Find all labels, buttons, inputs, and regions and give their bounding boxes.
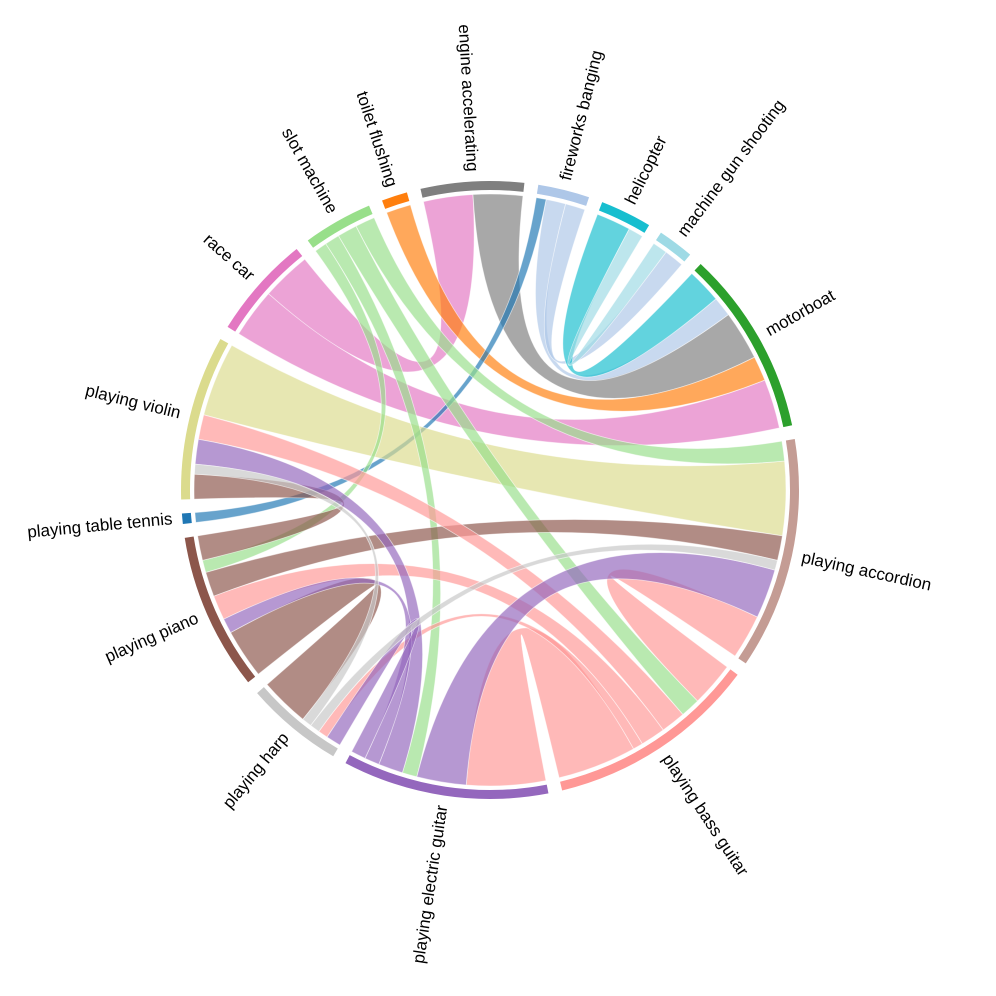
label-playing-harp: playing harp bbox=[219, 729, 293, 812]
label-slot-machine: slot machine bbox=[278, 124, 342, 216]
ribbon-playing-harp-to-playing-accordion[interactable] bbox=[310, 543, 778, 733]
arc-machine-gun-shooting[interactable] bbox=[655, 232, 691, 262]
arc-toilet-flushing[interactable] bbox=[382, 192, 410, 209]
label-machine-gun-shooting: machine gun shooting bbox=[674, 96, 789, 240]
arc-playing-violin[interactable] bbox=[181, 338, 229, 500]
label-race-car: race car bbox=[200, 230, 259, 285]
arc-slot-machine[interactable] bbox=[307, 205, 373, 248]
label-playing-bass-guitar: playing bass guitar bbox=[658, 751, 752, 880]
label-playing-accordion: playing accordion bbox=[800, 548, 933, 595]
ribbon-playing-piano-to-playing-accordion[interactable] bbox=[205, 519, 783, 597]
label-helicopter: helicopter bbox=[621, 133, 671, 208]
arc-playing-electric-guitar[interactable] bbox=[345, 755, 549, 799]
arc-fireworks-banging[interactable] bbox=[536, 184, 590, 206]
ribbon-race-car-to-engine-accelerating[interactable] bbox=[267, 194, 475, 373]
label-playing-table-tennis: playing table tennis bbox=[26, 509, 173, 541]
ribbon-playing-electric-guitar-to-playing-harp[interactable] bbox=[326, 618, 420, 759]
ribbon-slot-machine-to-playing-accordion[interactable] bbox=[355, 217, 786, 465]
ribbon-layer bbox=[193, 193, 787, 787]
arc-engine-accelerating[interactable] bbox=[420, 180, 525, 198]
arc-playing-harp[interactable] bbox=[257, 687, 338, 757]
label-engine-accelerating: engine accelerating bbox=[455, 24, 482, 172]
label-toilet-flushing: toilet flushing bbox=[353, 89, 402, 189]
ribbon-playing-harp-to-playing-violin[interactable] bbox=[194, 463, 379, 727]
label-playing-electric-guitar: playing electric guitar bbox=[409, 804, 451, 965]
arc-playing-table-tennis[interactable] bbox=[181, 512, 192, 524]
arc-helicopter[interactable] bbox=[598, 202, 650, 233]
ribbon-playing-piano-to-playing-violin[interactable] bbox=[193, 473, 345, 561]
label-playing-violin: playing violin bbox=[84, 381, 183, 423]
label-fireworks-banging: fireworks banging bbox=[556, 48, 606, 182]
arc-layer bbox=[181, 180, 800, 799]
ribbon-machine-gun-shooting-to-helicopter[interactable] bbox=[567, 228, 667, 366]
arc-playing-piano[interactable] bbox=[184, 536, 256, 683]
arc-race-car[interactable] bbox=[227, 248, 303, 332]
arc-playing-bass-guitar[interactable] bbox=[560, 669, 738, 791]
label-playing-piano: playing piano bbox=[102, 609, 201, 667]
label-motorboat: motorboat bbox=[762, 286, 838, 340]
arc-motorboat[interactable] bbox=[694, 263, 793, 428]
arc-playing-accordion[interactable] bbox=[738, 438, 800, 664]
